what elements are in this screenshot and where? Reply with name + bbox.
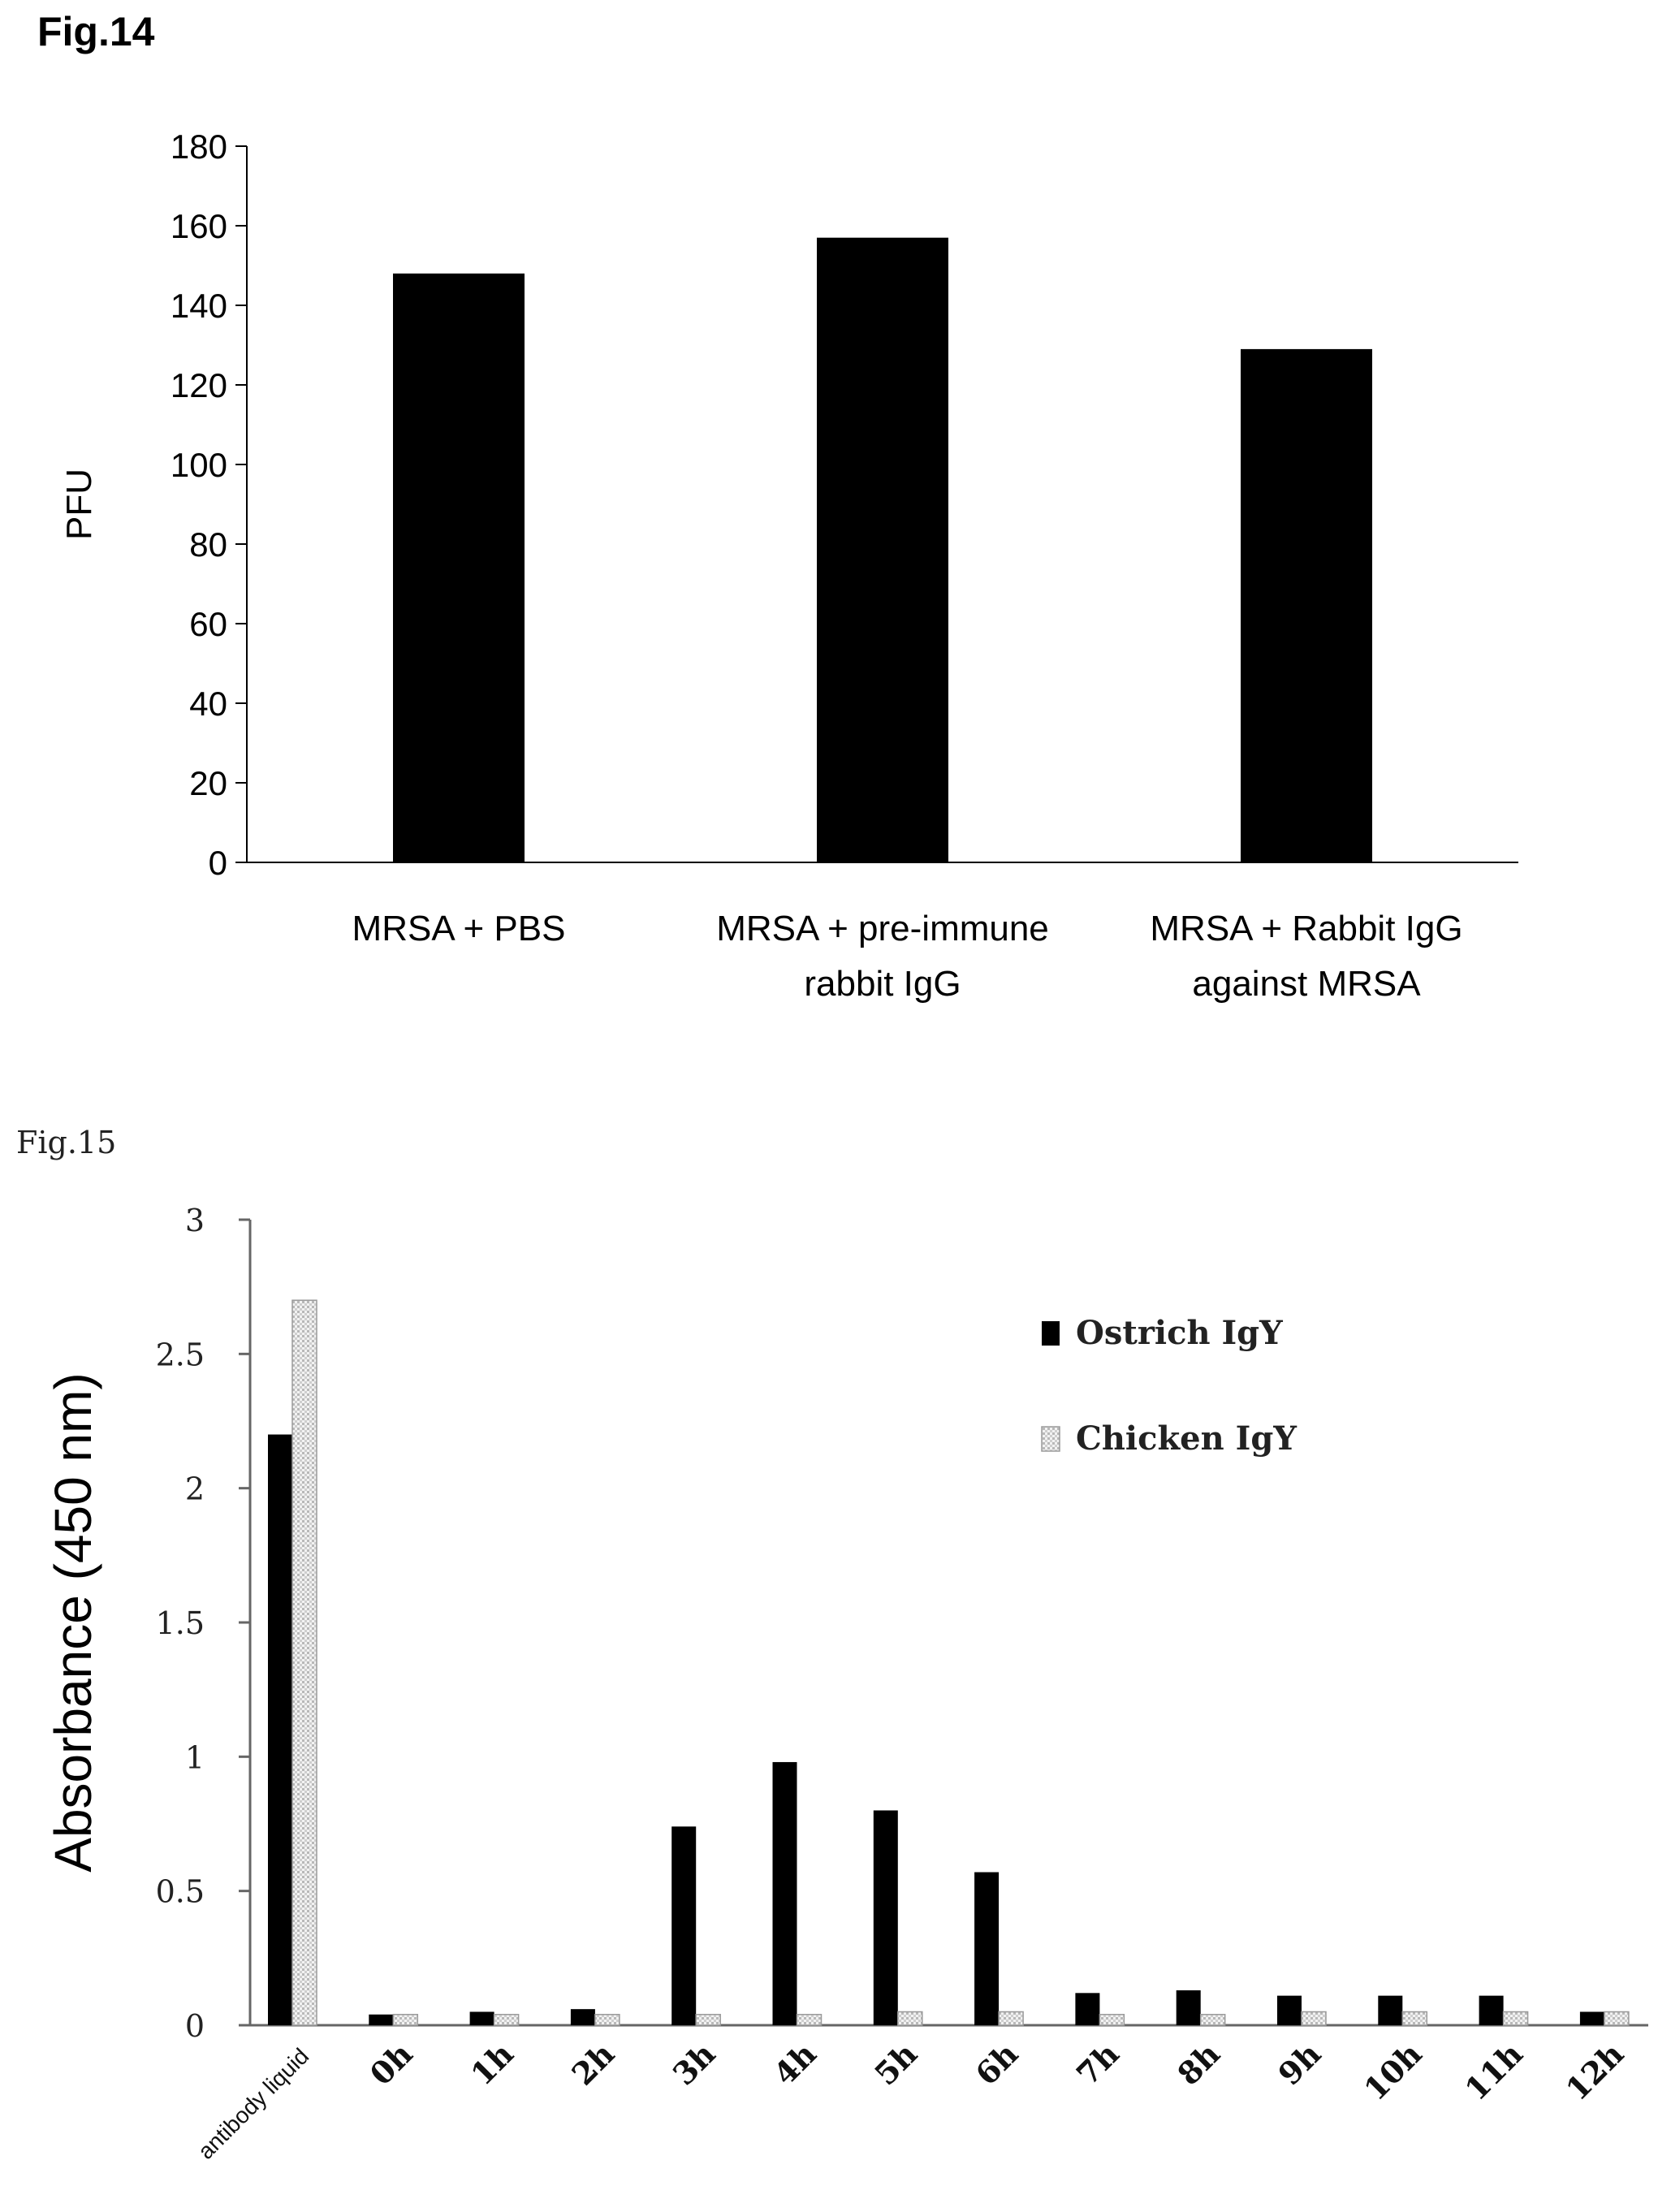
x-category-label: MRSA + pre-immune (716, 909, 1049, 948)
x-category-label: 0h (363, 2036, 420, 2093)
x-category-label: 10h (1357, 2036, 1429, 2108)
y-tick-label: 80 (189, 525, 227, 564)
ostrich-bar-0h (369, 2014, 394, 2025)
ostrich-bar-5h (873, 1810, 898, 2025)
figure-15-label: Fig.15 (16, 1125, 117, 1160)
ostrich-bar-10h (1378, 1995, 1403, 2025)
chicken-bar-0h (392, 2014, 419, 2026)
x-category-label: 2h (564, 2036, 621, 2093)
ostrich-bar-9h (1277, 1995, 1302, 2025)
y-tick-label: 160 (171, 207, 227, 245)
chicken-bar-7h (1099, 2014, 1125, 2026)
ostrich-bar-6h (974, 1872, 1000, 2025)
x-category-label: antibody liquid (193, 2043, 314, 2164)
ostrich-bar-11h (1479, 1995, 1504, 2025)
ostrich-bar-12h (1579, 2011, 1604, 2025)
ostrich-bar-1h (469, 2011, 494, 2025)
x-category-label: 4h (766, 2036, 823, 2093)
legend-label-ostrich: Ostrich IgY (1076, 1314, 1283, 1352)
x-category-label: 6h (968, 2036, 1025, 2093)
y-tick-label: 140 (171, 287, 227, 325)
chart-fig14: 0 20 40 60 80 100 120 140 160 180 PFU MRSA + PBS MRS… (59, 127, 1518, 1004)
y-tick-label: 120 (171, 366, 227, 404)
y-axis-label: Absorbance (450 nm) (44, 1372, 102, 1872)
x-category-label: rabbit IgG (804, 964, 961, 1004)
legend-swatch-ostrich (1042, 1321, 1060, 1346)
chicken-bar-6h (998, 2011, 1024, 2026)
y-tick-label: 0.5 (156, 1874, 205, 1910)
x-category-label: 12h (1559, 2036, 1631, 2108)
y-axis-label: PFU (59, 469, 99, 540)
y-tick-label: 0 (209, 844, 227, 882)
chicken-bar-1h (493, 2014, 520, 2026)
chicken-bar-3h (695, 2014, 721, 2026)
chicken-bar-antibody-liquid (291, 1299, 317, 2026)
chicken-bar-9h (1301, 2011, 1327, 2026)
chicken-bar-5h (897, 2011, 923, 2026)
x-category-label: against MRSA (1192, 964, 1421, 1004)
x-category-label: 9h (1271, 2036, 1328, 2093)
x-category-label: 5h (867, 2036, 924, 2093)
bar-1 (393, 273, 525, 862)
y-tick-label: 3 (185, 1203, 205, 1238)
figure-14-label: Fig.14 (37, 9, 155, 54)
bar-2 (817, 237, 948, 862)
y-tick-label: 40 (189, 685, 227, 723)
legend-label-chicken: Chicken IgY (1076, 1419, 1297, 1458)
x-category-label: 1h (464, 2036, 520, 2093)
x-category-label: 7h (1069, 2036, 1126, 2093)
chicken-bar-2h (594, 2014, 620, 2026)
y-tick-label: 2.5 (156, 1337, 205, 1372)
y-tick-label: 100 (171, 446, 227, 484)
x-category-label: 8h (1170, 2036, 1227, 2093)
x-category-label: MRSA + PBS (352, 909, 566, 948)
chicken-bar-11h (1502, 2011, 1529, 2026)
ostrich-bar-7h (1075, 1993, 1100, 2025)
y-tick-label: 60 (189, 605, 227, 643)
ostrich-bar-4h (772, 1761, 797, 2025)
x-category-label: 3h (666, 2036, 723, 2093)
ostrich-bar-8h (1176, 1990, 1201, 2025)
chicken-bar-4h (796, 2014, 823, 2026)
ostrich-bar-3h (671, 1826, 697, 2025)
chicken-bar-10h (1401, 2011, 1428, 2026)
chicken-bar-8h (1199, 2014, 1226, 2026)
ostrich-bar-antibody-liquid (268, 1434, 292, 2025)
y-tick-label: 20 (189, 764, 227, 802)
y-tick-label: 2 (185, 1471, 205, 1507)
ostrich-bar-2h (570, 2009, 595, 2025)
legend-swatch-chicken (1041, 1426, 1060, 1452)
y-tick-label: 0 (185, 2008, 205, 2044)
y-tick-label: 1 (185, 1739, 205, 1775)
bar-3 (1241, 348, 1372, 862)
y-tick-label: 1.5 (156, 1605, 205, 1641)
x-category-label: MRSA + Rabbit IgG (1150, 909, 1462, 948)
x-category-label: 11h (1457, 2036, 1530, 2108)
chicken-bar-12h (1604, 2011, 1630, 2026)
y-tick-label: 180 (171, 127, 227, 166)
